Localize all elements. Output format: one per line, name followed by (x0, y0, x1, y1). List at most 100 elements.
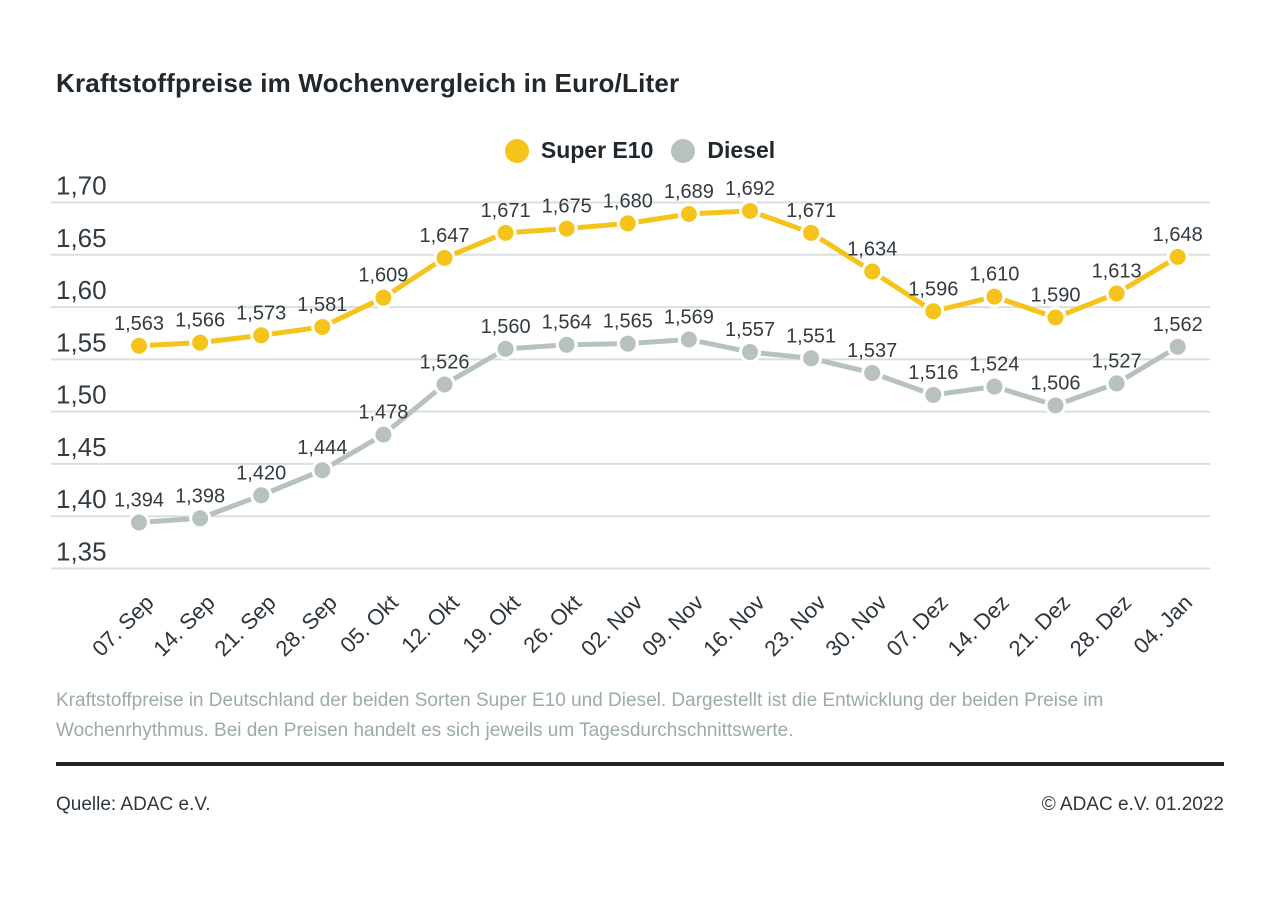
data-point (494, 221, 517, 244)
data-point (922, 300, 945, 323)
data-point (1105, 372, 1128, 395)
data-point-label: 1,565 (603, 311, 653, 333)
data-point (983, 375, 1006, 398)
data-point-label: 1,560 (481, 316, 531, 338)
legend-label-super-e10: Super E10 (540, 137, 654, 163)
data-point-label: 1,398 (175, 485, 225, 507)
y-tick-label: 1,60 (56, 275, 107, 305)
data-point-label: 1,680 (603, 190, 653, 212)
x-tick-label: 04. Jan (1129, 590, 1198, 659)
y-tick-label: 1,50 (56, 380, 107, 410)
data-point (372, 286, 395, 309)
source-label: Quelle: ADAC e.V. (56, 794, 211, 815)
data-point (1044, 306, 1067, 329)
data-point (372, 423, 395, 446)
x-tick-label: 28. Dez (1065, 590, 1136, 661)
data-point-label: 1,671 (786, 200, 836, 222)
data-point (128, 511, 150, 534)
data-point (189, 507, 212, 530)
data-point (677, 328, 700, 351)
super-e10-dot-icon (504, 138, 529, 163)
x-tick-label: 02. Nov (576, 590, 647, 661)
data-point (189, 331, 212, 354)
data-point (311, 459, 334, 482)
y-tick-label: 1,40 (56, 484, 107, 514)
chart-legend: Super E10 Diesel (0, 137, 1280, 164)
series-line-super-e10 (138, 208, 1179, 349)
data-point-label: 1,647 (419, 225, 469, 247)
data-point-label: 1,563 (114, 313, 164, 335)
data-point (1044, 394, 1067, 417)
data-point-label: 1,524 (969, 354, 1019, 376)
data-point (1166, 245, 1189, 268)
data-point (1105, 282, 1128, 305)
x-tick-label: 26. Okt (518, 590, 586, 658)
data-point (800, 221, 823, 244)
data-point-label: 1,478 (358, 402, 408, 424)
y-tick-label: 1,45 (56, 432, 107, 462)
data-point-label: 1,675 (542, 196, 592, 218)
data-point-label: 1,648 (1153, 224, 1203, 246)
x-tick-label: 21. Sep (209, 590, 280, 661)
data-point-label: 1,562 (1153, 314, 1203, 336)
legend-item-diesel: Diesel (671, 137, 775, 164)
data-point-label: 1,609 (358, 265, 408, 287)
data-point (983, 285, 1006, 308)
x-tick-label: 21. Dez (1004, 590, 1075, 661)
x-tick-label: 23. Nov (759, 590, 830, 661)
data-point (800, 347, 823, 370)
x-tick-label: 05. Okt (335, 590, 403, 658)
data-point-label: 1,689 (664, 181, 714, 203)
data-point (922, 383, 945, 406)
data-point (250, 324, 273, 347)
x-tick-label: 28. Sep (271, 590, 342, 661)
data-point (555, 217, 578, 240)
page-title: Kraftstoffpreise im Wochenvergleich in E… (56, 68, 680, 98)
copyright-label: © ADAC e.V. 01.2022 (1041, 794, 1224, 815)
data-point (128, 334, 150, 357)
data-point-label: 1,527 (1092, 350, 1142, 372)
data-point-label: 1,564 (542, 312, 592, 334)
data-point (739, 341, 761, 364)
data-point-label: 1,551 (786, 325, 836, 347)
data-point (1166, 335, 1189, 358)
y-tick-label: 1,65 (56, 223, 107, 253)
data-point-label: 1,537 (847, 340, 897, 362)
data-point-label: 1,692 (725, 178, 775, 200)
x-tick-label: 14. Sep (148, 590, 219, 661)
data-point (616, 212, 639, 235)
data-point-label: 1,671 (481, 200, 531, 222)
legend-label-diesel: Diesel (707, 137, 776, 163)
data-point-label: 1,590 (1030, 285, 1080, 307)
x-tick-label: 19. Okt (457, 590, 525, 658)
x-tick-label: 12. Okt (396, 590, 464, 658)
data-point-label: 1,394 (114, 489, 164, 511)
data-point-label: 1,506 (1030, 372, 1080, 394)
data-point-label: 1,634 (847, 239, 897, 261)
data-point (494, 337, 517, 360)
data-point (861, 260, 884, 283)
data-point-label: 1,526 (419, 351, 469, 373)
x-tick-label: 14. Dez (943, 590, 1014, 661)
data-point-label: 1,569 (664, 306, 714, 328)
data-point (739, 199, 761, 222)
data-point (677, 203, 700, 226)
data-point-label: 1,596 (908, 278, 958, 300)
data-point (311, 315, 334, 338)
data-point-label: 1,420 (236, 462, 286, 484)
divider-rule (56, 762, 1224, 766)
data-point (250, 484, 273, 507)
data-point (616, 332, 639, 355)
y-tick-label: 1,35 (56, 537, 107, 567)
chart-footnote: Kraftstoffpreise in Deutschland der beid… (56, 690, 1104, 741)
data-point (861, 361, 884, 384)
data-point-label: 1,557 (725, 319, 775, 341)
data-point-label: 1,613 (1092, 260, 1142, 282)
data-point-label: 1,610 (969, 264, 1019, 286)
data-point-label: 1,573 (236, 302, 286, 324)
y-tick-label: 1,55 (56, 327, 107, 357)
x-tick-label: 16. Nov (698, 590, 769, 661)
diesel-dot-icon (671, 138, 696, 163)
